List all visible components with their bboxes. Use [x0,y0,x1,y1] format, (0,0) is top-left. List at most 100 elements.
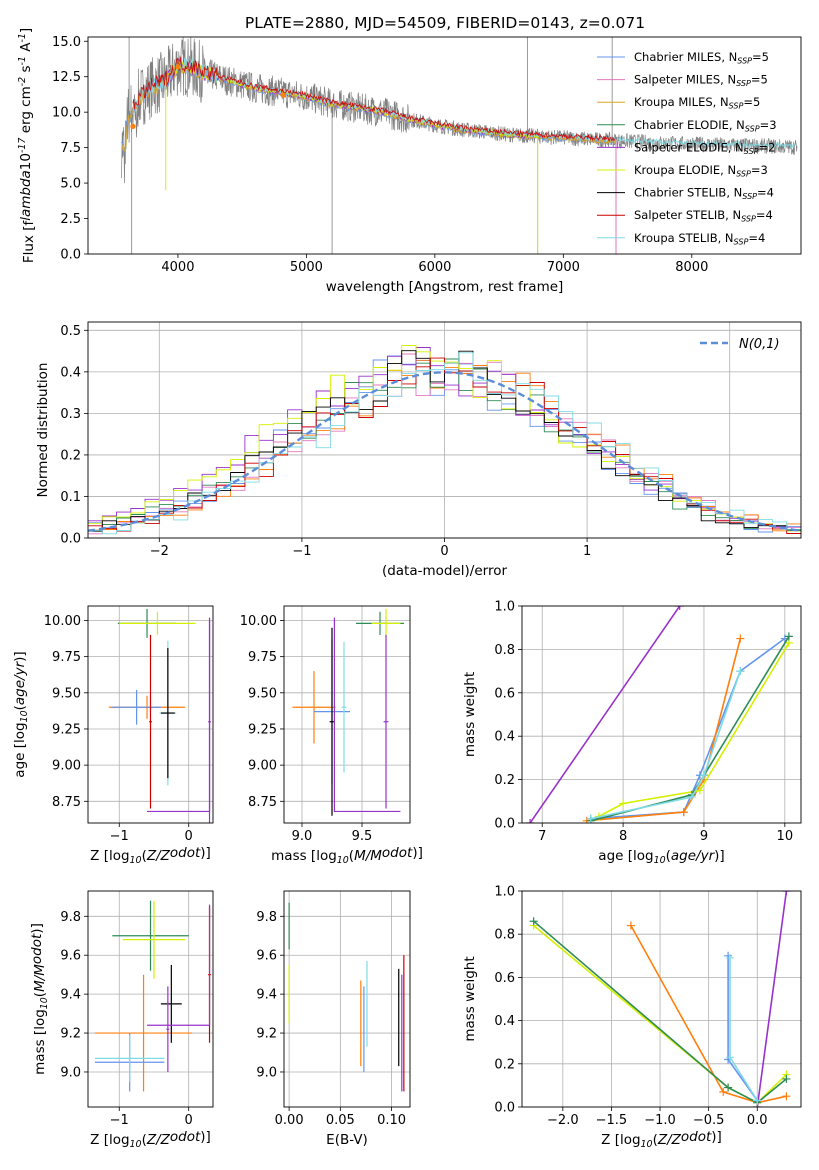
y-tick-label: 9.50 [52,686,81,701]
y-axis-label: Normed distribution [35,363,51,498]
legend-entry: N(0,1) [739,337,780,352]
errorbar [149,634,152,809]
errorbar-bracket [147,904,211,1026]
y-tick-label: 10.0 [52,106,81,121]
x-tick-label: 0 [185,1113,193,1128]
axes-frame [87,321,802,539]
x-tick-label: 5000 [290,260,323,275]
weight-line [590,635,790,822]
errorbar [94,974,193,1092]
y-tick-label: 9.6 [60,949,81,964]
axes-age-vs-mass: 9.0 9.5 8.75 9.00 9.25 9.50 9.75 10.00 mass [log… [240,605,423,866]
y-tick-label: 0.6 [494,686,515,701]
weight-marker [726,953,735,962]
legend-entry: Chabrier STELIB, NSSP=4 [634,186,774,202]
x-tick-label: 2 [726,544,734,559]
errorbar [341,642,347,773]
y-tick-label: 2.5 [60,212,81,227]
x-axis-label: mass [log10(M/Modot)] [271,845,423,866]
y-tick-label: 9.0 [60,1065,81,1080]
plot-area [121,37,798,254]
y-tick-label: 0.4 [60,365,81,380]
errorbar [160,647,175,779]
y-tick-label: 0.0 [494,817,515,832]
x-tick-label: 9.0 [292,829,313,844]
weight-line [586,638,742,822]
weight-marker [687,792,696,801]
x-tick-label: 7000 [547,260,580,275]
x-axis-label: Z [log10(Z/Zodot)] [90,1129,211,1150]
y-axis-label: mass weight [462,956,478,1041]
weight-marker [719,1087,728,1096]
errorbar [292,671,336,744]
masked-point [280,92,286,98]
x-tick-label: 4000 [161,260,194,275]
x-axis-label: wavelength [Angstrom, rest frame] [326,279,564,295]
plot-area [88,345,801,535]
weight-marker [626,921,635,930]
y-tick-label: 9.50 [248,686,277,701]
x-tick-label: 0.10 [377,1113,406,1128]
x-tick-label: 1 [583,544,591,559]
axes-frame [521,605,802,824]
y-tick-label: 8.75 [248,795,277,810]
y-tick-label: 0.8 [494,928,515,943]
y-tick-label: 0.2 [494,773,515,788]
x-tick-label: 8 [619,829,627,844]
y-tick-label: 5.0 [60,177,81,192]
axes-frame [87,890,214,1108]
plot-area [108,608,211,823]
legend-entry: Kroupa STELIB, NSSP=4 [634,231,765,247]
axes-spectrum: 4000 5000 6000 7000 8000 0.0 2.5 5.0 7.5 10.0 12.5… [17,28,802,295]
grid [284,891,410,1107]
weight-marker [736,667,745,676]
weight-marker [695,786,704,795]
weight-marker [675,606,684,610]
y-tick-label: 0.2 [494,1057,515,1072]
weight-line [590,670,742,820]
y-tick-label: 0.0 [60,532,81,547]
y-tick-label: 0.3 [60,407,81,422]
y-tick-label: 9.6 [256,949,277,964]
x-axis-label: age [log10(age/yr)] [598,848,724,866]
axes-mass-vs-ebv: 0.00 0.05 0.10 9.0 9.2 9.4 9.6 9.8 E(B-V) [256,890,411,1148]
errorbar [112,689,161,725]
y-tick-label: 12.5 [52,70,81,85]
y-tick-label: 0.8 [494,643,515,658]
y-tick-label: 9.25 [248,722,277,737]
legend-entry: Chabrier MILES, NSSP=5 [634,50,769,66]
x-tick-label: −2.0 [547,1113,579,1128]
x-axis-label: Z [log10(Z/Zodot)] [90,845,211,866]
y-tick-label: 0.1 [60,490,81,505]
plot-area [292,608,404,816]
weight-marker [699,771,708,780]
legend-entry: Chabrier ELODIE, NSSP=3 [634,118,777,134]
y-tick-label: 10.00 [44,614,81,629]
x-tick-label: 9 [700,829,708,844]
weight-line [590,637,786,820]
weight-line [533,920,787,1104]
axes-frame [283,605,411,824]
y-tick-label: 8.75 [52,795,81,810]
legend-normal: N(0,1) [700,337,780,352]
weight-marker [784,632,793,641]
errorbar [166,986,170,1072]
y-tick-label: 15.0 [52,35,81,50]
y-tick-label: 9.0 [256,1065,277,1080]
axes-frame [87,605,214,824]
legend-entry: Salpeter ELODIE, NSSP=2 [634,140,775,156]
weight-marker [782,891,791,895]
y-tick-label: 9.25 [52,722,81,737]
weight-line [598,642,790,818]
weight-line [529,606,681,823]
y-axis-label: age [log10(age/yr)] [12,651,30,777]
grid [284,606,410,823]
errorbar [329,627,335,816]
y-tick-label: 7.5 [60,141,81,156]
grid [522,890,801,1108]
weight-marker [726,1053,735,1062]
axes-frame [87,36,802,255]
masked-point [175,64,181,70]
weight-marker [679,808,688,817]
